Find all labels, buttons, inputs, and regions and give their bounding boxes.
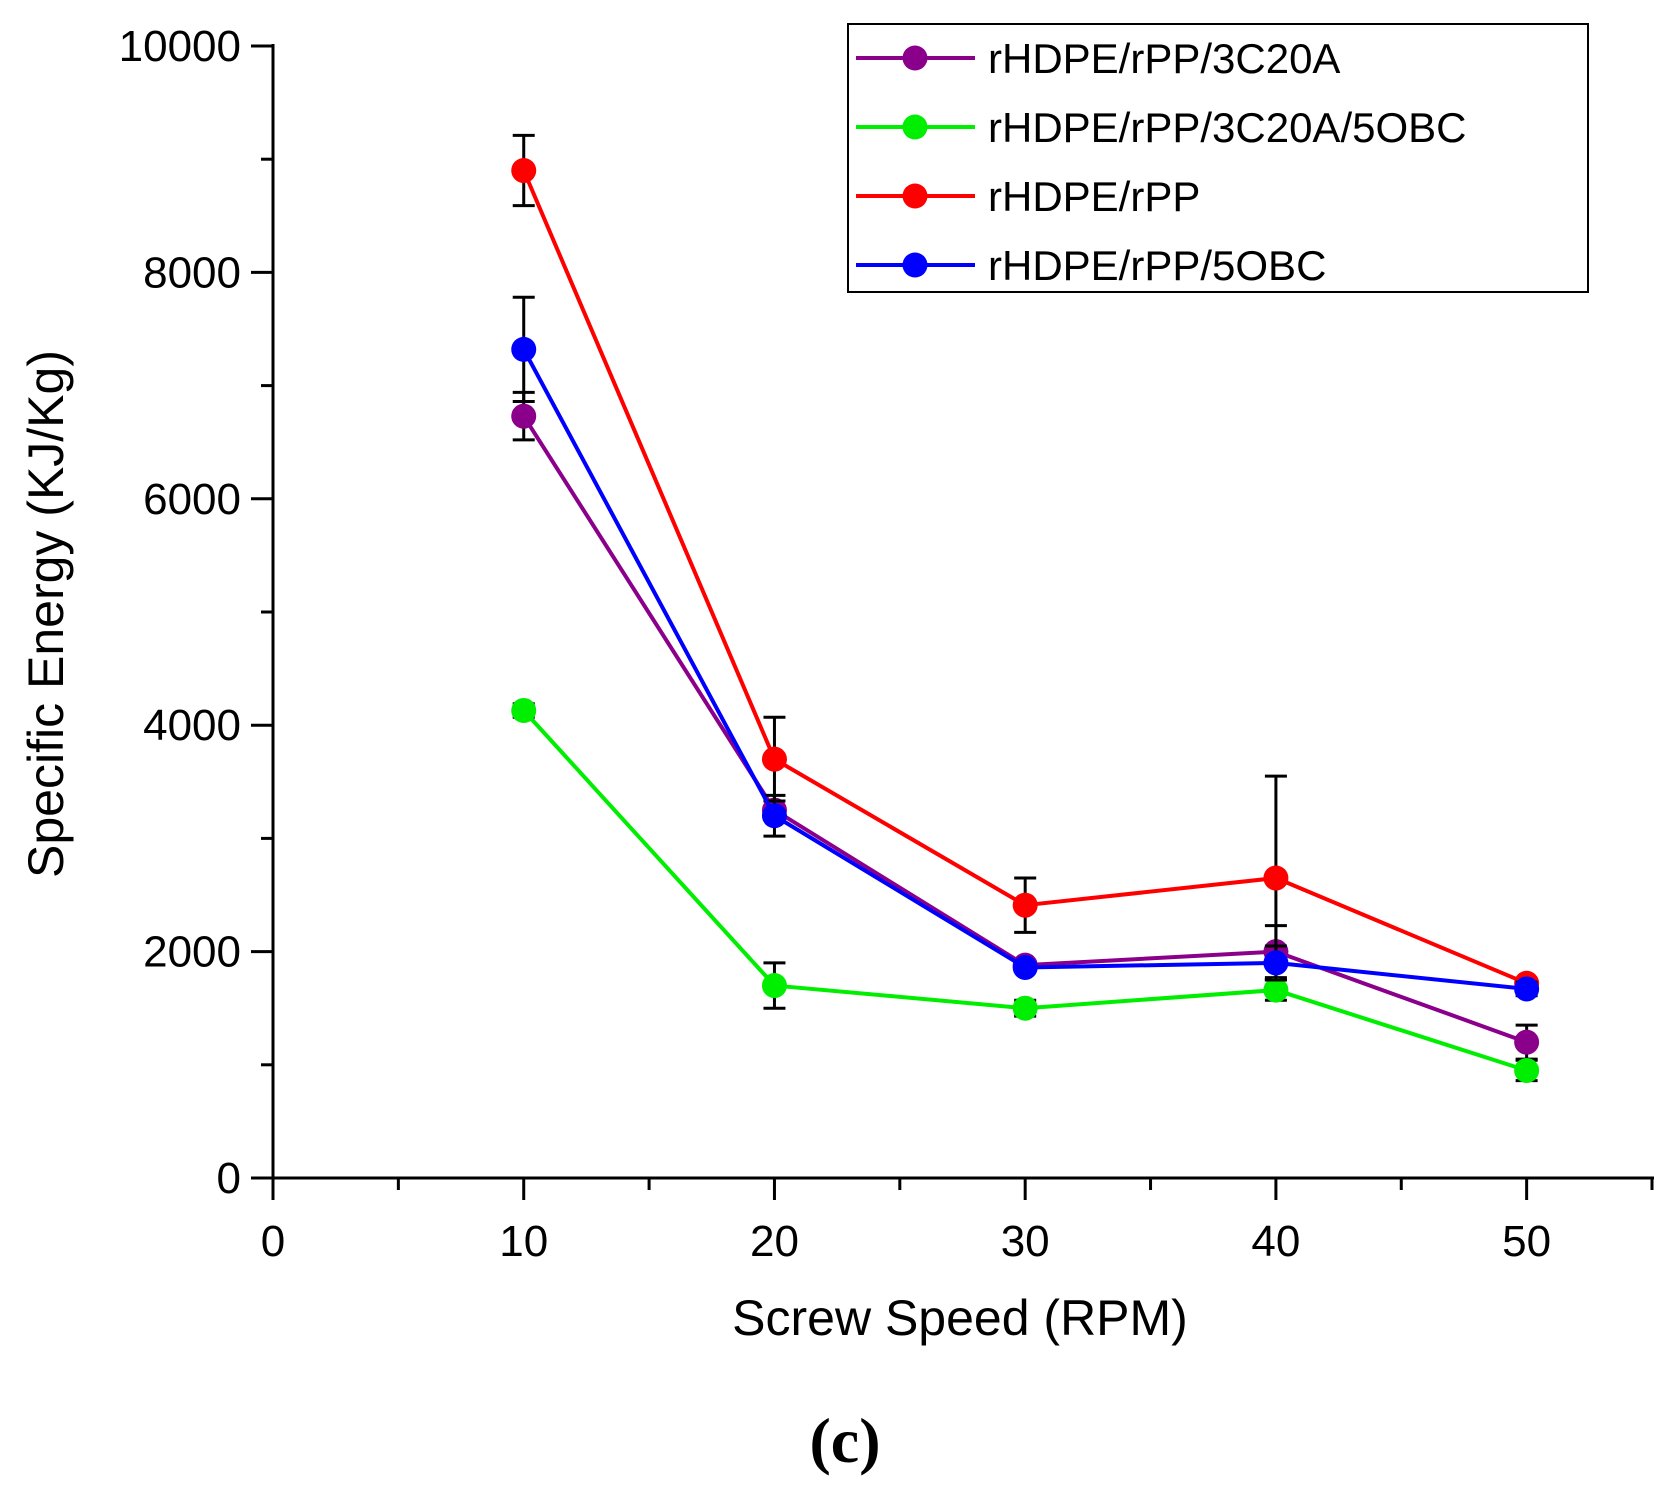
data-point: [761, 973, 787, 999]
data-point: [1514, 976, 1540, 1002]
x-tick-label: 20: [750, 1217, 799, 1266]
legend-label: rHDPE/rPP: [988, 173, 1200, 220]
x-tick-label: 10: [499, 1217, 548, 1266]
legend-marker: [902, 183, 928, 209]
x-tick-label: 40: [1251, 1217, 1300, 1266]
y-tick-label: 4000: [143, 701, 241, 750]
legend-marker: [902, 252, 928, 278]
legend-label: rHDPE/rPP/3C20A/5OBC: [988, 104, 1467, 151]
data-point: [511, 697, 537, 723]
legend: rHDPE/rPP/3C20A rHDPE/rPP/3C20A/5OBC rHDPE…: [847, 23, 1589, 293]
data-point: [761, 803, 787, 829]
axes: 0 10 20 30 40 50 0 2000 4000 6000 8000 10000: [119, 22, 1654, 1266]
panel-label: (c): [809, 1405, 880, 1476]
data-point: [1263, 950, 1289, 976]
data-point: [1263, 977, 1289, 1003]
y-tick-label: 6000: [143, 475, 241, 524]
data-point: [1012, 995, 1038, 1021]
legend-marker: [902, 45, 928, 71]
data-point: [1514, 1029, 1540, 1055]
data-point: [511, 158, 537, 184]
legend-label: rHDPE/rPP/3C20A: [988, 35, 1340, 82]
x-axis-title: Screw Speed (RPM): [732, 1290, 1188, 1346]
data-point: [1263, 865, 1289, 891]
data-point: [1012, 892, 1038, 918]
series-1: [511, 697, 1540, 1083]
y-tick-label: 0: [217, 1154, 241, 1203]
series-line: [522, 415, 1528, 1045]
x-tick-label: 50: [1502, 1217, 1551, 1266]
legend-marker: [902, 114, 928, 140]
y-tick-label: 10000: [119, 22, 241, 71]
x-tick-label: 30: [1001, 1217, 1050, 1266]
x-tick-label: 0: [261, 1217, 285, 1266]
data-point: [1514, 1057, 1540, 1083]
series-layer: [511, 133, 1540, 1083]
legend-box: [847, 23, 1589, 293]
y-axis-title: Specific Energy (KJ/Kg): [18, 350, 74, 878]
y-tick-label: 8000: [143, 248, 241, 297]
data-point: [511, 336, 537, 362]
data-point: [761, 746, 787, 772]
series-3: [511, 295, 1540, 1002]
data-point: [1012, 954, 1038, 980]
y-tick-label: 2000: [143, 928, 241, 977]
data-point: [511, 403, 537, 429]
legend-label: rHDPE/rPP/5OBC: [988, 242, 1326, 289]
